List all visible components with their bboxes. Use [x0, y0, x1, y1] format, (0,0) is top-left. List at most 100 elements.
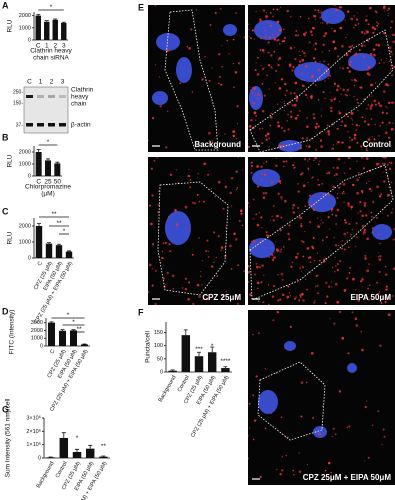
puncta: [268, 36, 271, 39]
micrograph: [148, 5, 245, 152]
puncta: [299, 296, 302, 298]
puncta: [217, 235, 220, 238]
puncta: [392, 267, 395, 270]
puncta: [226, 39, 229, 42]
puncta: [385, 83, 388, 86]
puncta: [352, 277, 355, 281]
puncta: [347, 204, 350, 207]
puncta: [218, 133, 220, 135]
puncta: [273, 37, 277, 41]
puncta: [362, 167, 366, 170]
puncta: [312, 116, 316, 120]
puncta: [251, 29, 255, 32]
puncta: [231, 205, 233, 207]
puncta: [359, 210, 362, 213]
puncta: [276, 20, 280, 24]
nucleus: [152, 91, 168, 105]
band-label: β-actin: [71, 122, 91, 129]
puncta: [316, 284, 319, 287]
blot-band: [48, 95, 55, 98]
puncta: [331, 286, 333, 288]
puncta: [303, 85, 305, 88]
puncta: [364, 45, 366, 47]
puncta: [257, 287, 259, 290]
puncta: [380, 295, 383, 297]
x-tick-label: 1: [45, 43, 49, 50]
puncta: [378, 271, 381, 273]
puncta: [318, 11, 320, 14]
puncta: [248, 402, 251, 405]
puncta: [314, 60, 317, 63]
puncta: [384, 297, 388, 301]
cell-outline: [157, 181, 229, 296]
puncta: [381, 121, 384, 124]
puncta: [370, 118, 373, 120]
puncta: [252, 101, 256, 105]
puncta: [154, 64, 157, 66]
puncta: [379, 242, 381, 245]
puncta: [377, 86, 379, 88]
puncta: [324, 469, 327, 472]
puncta: [285, 454, 287, 457]
puncta: [150, 167, 153, 170]
puncta: [270, 112, 272, 115]
bar: [194, 356, 204, 372]
puncta: [188, 169, 190, 171]
puncta: [265, 15, 269, 18]
puncta: [266, 234, 270, 237]
puncta: [388, 121, 391, 124]
puncta: [261, 110, 265, 113]
puncta: [292, 163, 295, 167]
nucleus: [308, 192, 336, 212]
puncta: [356, 178, 359, 182]
puncta: [283, 102, 286, 105]
puncta: [373, 99, 377, 103]
puncta: [252, 218, 254, 220]
puncta: [230, 177, 234, 180]
puncta: [360, 280, 363, 283]
puncta: [258, 242, 260, 244]
puncta: [261, 67, 265, 71]
puncta: [196, 193, 199, 196]
puncta: [336, 143, 338, 145]
puncta: [238, 62, 241, 65]
puncta: [346, 426, 349, 429]
puncta: [189, 231, 191, 233]
puncta: [340, 244, 343, 246]
puncta: [283, 100, 285, 102]
puncta: [306, 117, 308, 119]
puncta: [332, 144, 335, 146]
puncta: [265, 74, 268, 77]
nucleus: [176, 57, 192, 83]
puncta: [367, 456, 370, 459]
puncta: [322, 91, 325, 94]
puncta: [207, 250, 209, 253]
puncta: [386, 58, 388, 60]
puncta: [321, 221, 324, 224]
puncta: [343, 201, 345, 204]
puncta: [257, 332, 260, 335]
puncta: [248, 281, 250, 283]
nucleus: [156, 33, 180, 51]
puncta: [354, 24, 357, 27]
puncta: [335, 97, 337, 99]
puncta: [361, 277, 363, 280]
puncta: [148, 291, 150, 293]
puncta: [377, 102, 380, 105]
blot-band: [37, 123, 44, 127]
puncta: [267, 52, 269, 54]
puncta: [248, 111, 249, 114]
puncta: [287, 128, 290, 131]
puncta: [298, 50, 300, 52]
error-bar: [37, 223, 41, 226]
puncta: [351, 228, 354, 231]
puncta: [232, 62, 235, 65]
puncta: [271, 258, 275, 262]
puncta: [391, 295, 394, 297]
puncta: [250, 171, 253, 174]
nucleus: [313, 426, 327, 438]
puncta: [338, 244, 340, 247]
puncta: [348, 63, 351, 67]
puncta: [387, 101, 391, 105]
puncta: [328, 228, 330, 230]
